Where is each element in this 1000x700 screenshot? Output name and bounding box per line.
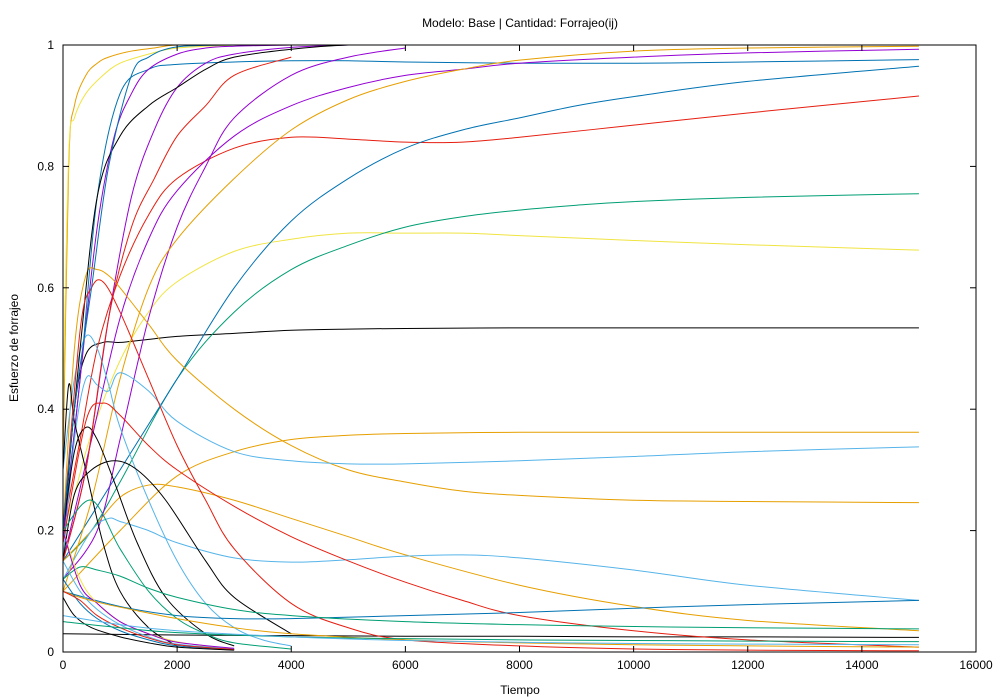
series-line-19 <box>62 517 919 601</box>
series-line-40 <box>62 615 919 646</box>
series-line-5 <box>62 65 919 562</box>
series-line-12 <box>62 431 919 592</box>
x-tick-label: 8000 <box>506 658 533 672</box>
series-line-1 <box>62 327 919 543</box>
series-line-21 <box>62 426 235 647</box>
series-line-23 <box>62 44 406 531</box>
x-tick-label: 0 <box>60 658 67 672</box>
x-tick-label: 4000 <box>278 658 305 672</box>
series-line-24 <box>62 633 919 638</box>
series-line-34 <box>62 530 235 649</box>
x-tick-label: 12000 <box>731 658 765 672</box>
series-line-7 <box>62 48 919 562</box>
x-axis-label: Tiempo <box>500 683 540 697</box>
series-line-32 <box>62 530 235 650</box>
y-tick-label: 0.2 <box>37 524 54 538</box>
y-tick-label: 0.4 <box>37 402 54 416</box>
x-axis-ticks: 0 2000 4000 6000 8000 10000 12000 14000 16000 <box>60 45 993 672</box>
series-line-22 <box>62 383 178 647</box>
series-line-3 <box>62 193 919 562</box>
x-tick-label: 14000 <box>845 658 879 672</box>
series-line-11 <box>62 45 919 592</box>
series-line-14 <box>62 483 919 632</box>
y-axis-label: Esfuerzo de forrajeo <box>7 294 21 402</box>
series-line-18 <box>62 334 292 647</box>
series-line-15 <box>62 44 235 470</box>
series-line-17 <box>62 372 919 561</box>
y-tick-label: 0 <box>47 645 54 659</box>
series-line-36 <box>62 578 235 651</box>
x-tick-label: 2000 <box>164 658 191 672</box>
x-tick-label: 6000 <box>392 658 419 672</box>
series-line-35 <box>62 590 919 648</box>
y-tick-label: 0.6 <box>37 281 54 295</box>
series-line-2 <box>62 232 919 531</box>
series-line-28 <box>62 44 235 531</box>
series-line-39 <box>62 621 919 643</box>
series-line-31 <box>62 499 292 650</box>
y-tick-label: 1 <box>47 38 54 52</box>
y-tick-label: 0.8 <box>37 159 54 173</box>
series-line-27 <box>62 56 292 562</box>
series-line-30 <box>62 566 919 630</box>
series-line-4 <box>62 95 919 531</box>
series-line-8 <box>62 47 406 580</box>
series-line-20 <box>62 460 292 635</box>
series-line-26 <box>62 402 919 648</box>
chart-title: Modelo: Base | Cantidad: Forrajeo(ij) <box>422 16 618 30</box>
series-line-6 <box>62 59 919 531</box>
x-tick-label: 16000 <box>959 658 993 672</box>
series-line-10 <box>62 44 292 543</box>
series-lines <box>62 44 919 652</box>
x-tick-label: 10000 <box>617 658 651 672</box>
series-line-29 <box>62 590 919 620</box>
series-line-16 <box>62 44 235 410</box>
series-line-13 <box>62 267 919 531</box>
y-axis-ticks: 0 0.2 0.4 0.6 0.8 1 <box>37 38 976 659</box>
series-line-9 <box>62 44 349 562</box>
